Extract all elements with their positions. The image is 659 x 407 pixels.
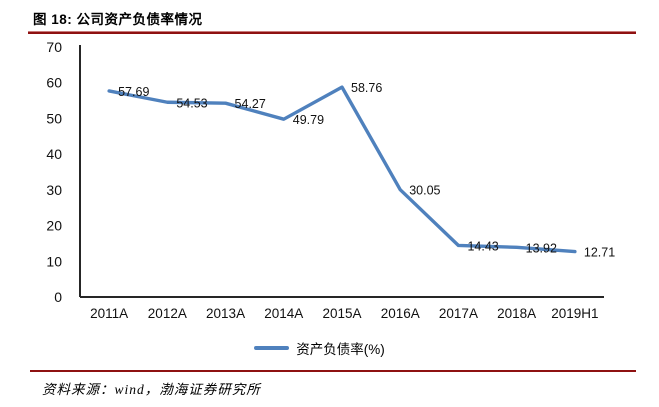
x-tick-label: 2014A (264, 306, 303, 321)
title-divider (28, 31, 636, 34)
y-tick-label: 20 (46, 218, 62, 234)
data-point-label: 30.05 (409, 184, 440, 198)
source-note: 资料来源：wind，渤海证券研究所 (42, 382, 261, 397)
data-point-label: 49.79 (293, 113, 324, 127)
x-tick-label: 2013A (206, 306, 245, 321)
x-tick-label: 2015A (322, 306, 361, 321)
data-point-label: 14.43 (467, 239, 498, 253)
legend-line-swatch (254, 346, 290, 350)
y-tick-label: 30 (46, 182, 62, 198)
figure-title: 图 18: 公司资产负债率情况 (33, 12, 203, 27)
series-line (107, 85, 577, 254)
x-tick-label: 2017A (439, 306, 478, 321)
footer-divider (30, 370, 636, 372)
legend-label: 资产负债率(%) (296, 342, 385, 357)
data-point-label: 57.69 (118, 85, 149, 99)
x-tick-label: 2018A (497, 306, 536, 321)
data-point-label: 58.76 (351, 81, 382, 95)
data-point-label: 54.27 (235, 97, 266, 111)
y-tick-label: 0 (54, 289, 62, 305)
chart-legend: 资产负债率(%) (0, 339, 649, 357)
x-tick-label: 2016A (381, 306, 420, 321)
data-point-label: 54.53 (176, 96, 207, 110)
line-chart: 0 10 20 30 40 50 60 70 2011A 2012A 2013A 2014A 2015A… (46, 40, 615, 321)
y-tick-label: 60 (46, 75, 62, 91)
x-tick-label: 2012A (148, 306, 187, 321)
y-tick-label: 50 (46, 110, 62, 126)
data-point-label: 13.92 (526, 241, 557, 255)
x-tick-label: 2019H1 (551, 306, 598, 321)
y-tick-label: 70 (46, 40, 62, 55)
data-point-label: 12.71 (584, 246, 615, 260)
y-tick-label: 10 (46, 253, 62, 269)
x-tick-label: 2011A (90, 306, 128, 321)
y-tick-label: 40 (46, 146, 62, 162)
